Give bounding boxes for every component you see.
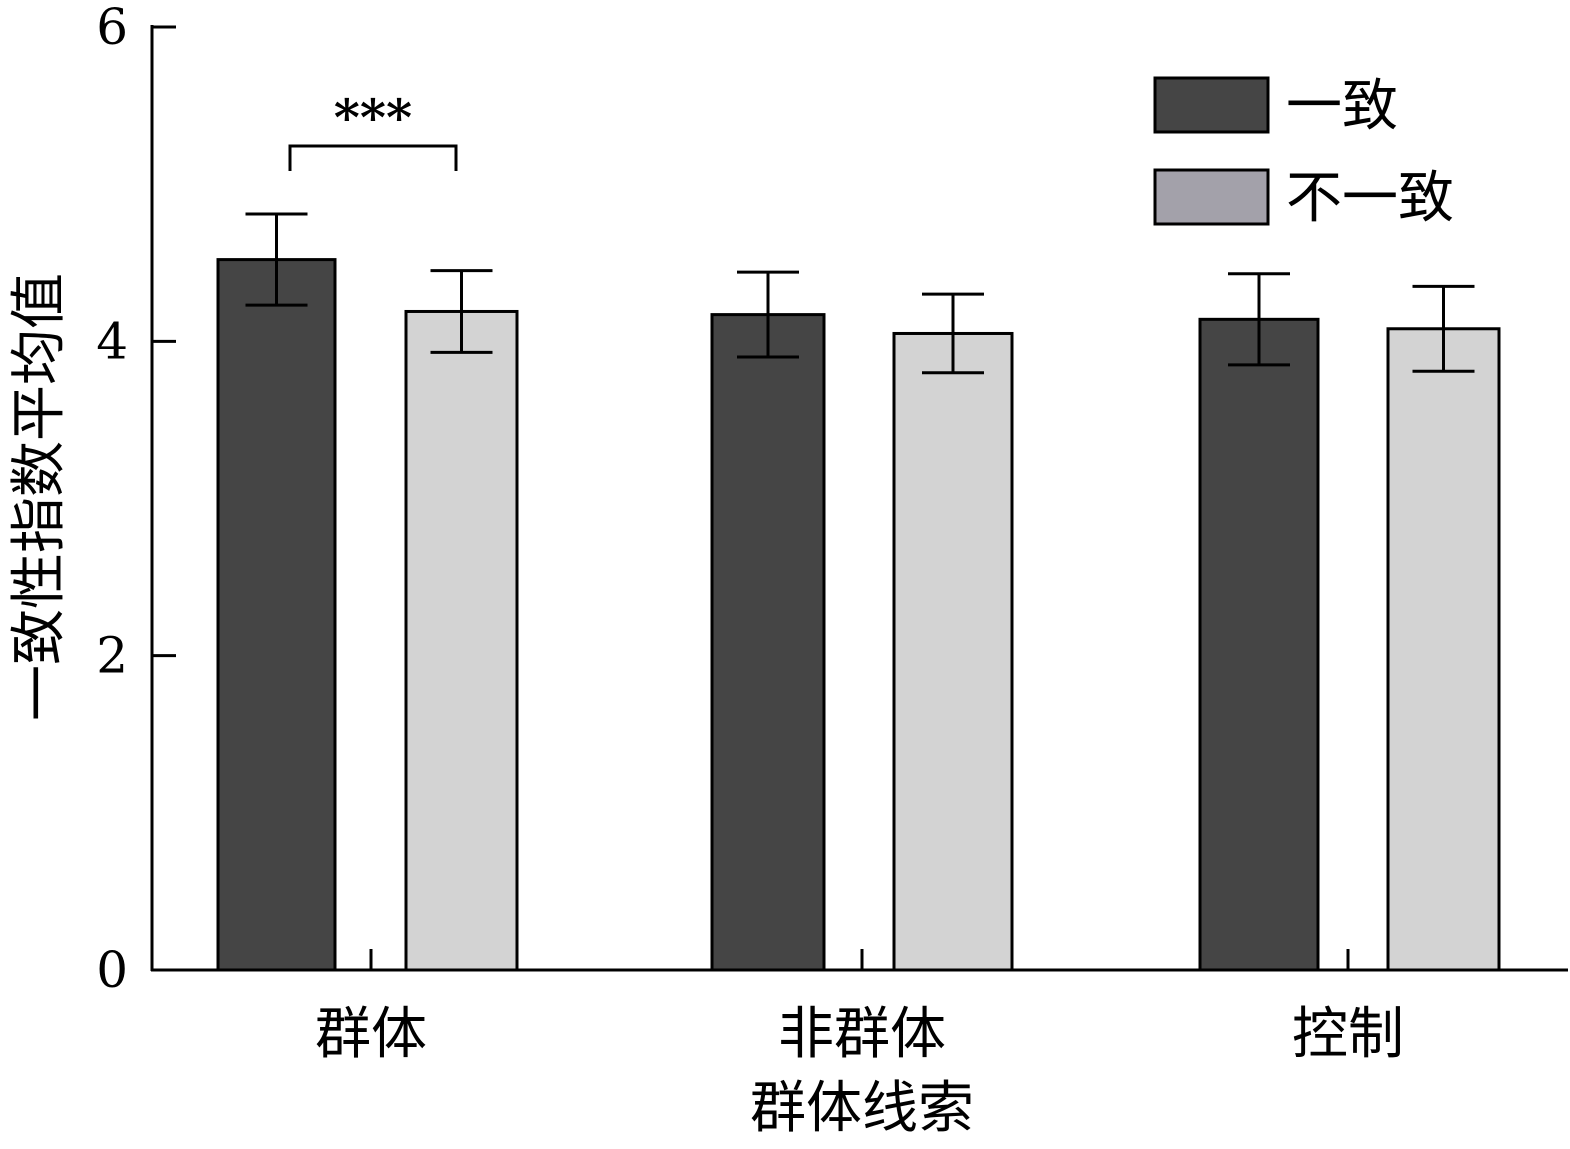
legend-item: 一致 [1153,74,1398,139]
y-axis-title: 一致性指数平均值 [7,273,72,721]
error-bars-layer [245,212,1475,375]
labels-layer: 群体 非群体 控制 0 2 4 6 群体线索 一致性指数平均值 [7,0,1404,1141]
x-tick-label: 控制 [1292,1002,1404,1067]
significance-label: *** [334,88,412,147]
error-bar [245,212,308,307]
error-bar [430,269,493,354]
error-bar [922,292,984,375]
bar-inconsistent-2 [892,331,1014,972]
y-tick-label: 0 [96,941,128,999]
error-bar [737,270,799,359]
bars-layer [216,258,1501,972]
legend-swatch [1153,168,1270,226]
significance-bracket: *** [288,88,458,171]
legend-swatch [1153,76,1270,134]
annotation-layer: *** [288,88,458,171]
y-tick-label: 2 [96,627,128,685]
y-tick-label: 4 [96,312,128,370]
x-tick-label: 非群体 [778,1002,946,1067]
x-axis-title: 群体线索 [750,1076,974,1141]
bar-inconsistent-1 [404,309,519,972]
error-bar [1228,272,1290,367]
y-tick-label: 6 [96,0,128,56]
legend-item: 不一致 [1153,166,1454,231]
bar-consistent-1 [216,258,337,972]
error-bar [1412,284,1475,373]
legend-label: 一致 [1286,74,1398,139]
legend-label: 不一致 [1286,166,1454,231]
bar-consistent-2 [710,313,826,972]
bracket-line [288,144,458,171]
bar-inconsistent-3 [1386,327,1501,972]
axes-layer [150,25,1568,972]
x-tick-label: 群体 [315,1002,427,1067]
bar-consistent-3 [1198,317,1320,972]
